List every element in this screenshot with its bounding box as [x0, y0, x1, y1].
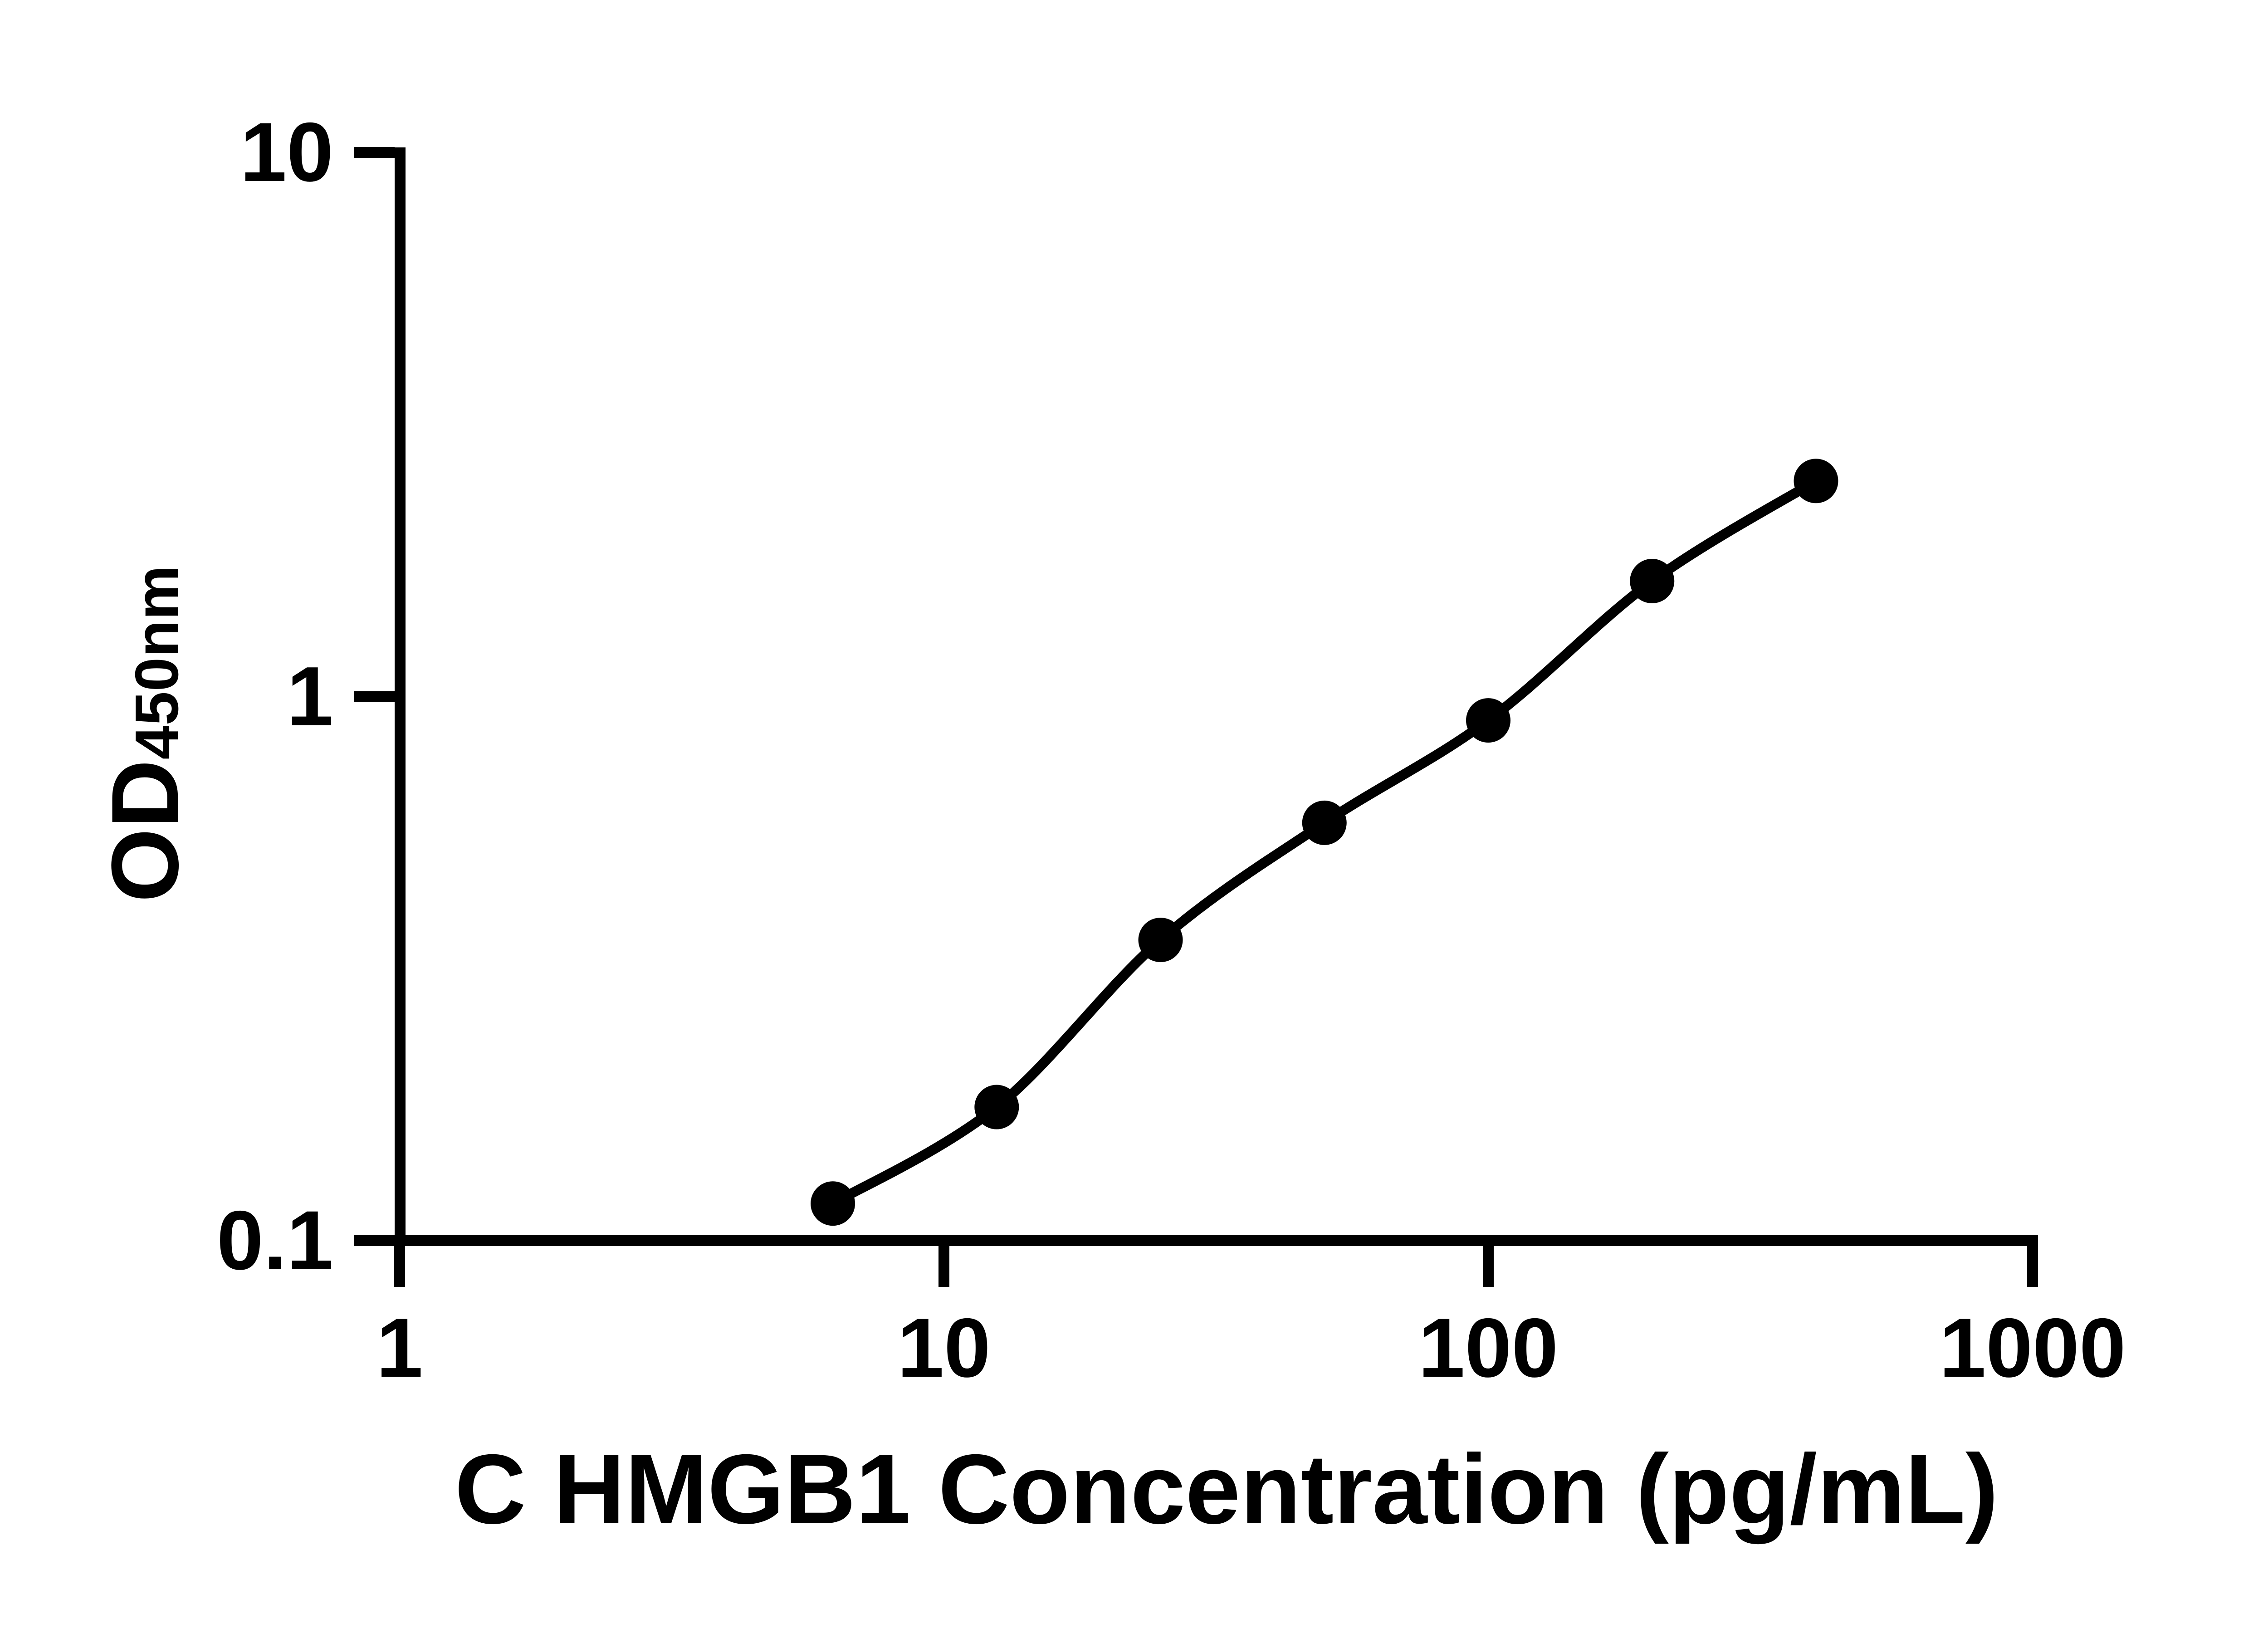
- y-axis-title-sub: 450nm: [122, 565, 191, 760]
- y-axis-title-main: OD: [92, 759, 198, 903]
- y-tick-label: 10: [240, 106, 333, 199]
- ticks: [354, 147, 2038, 1287]
- data-point-marker: [1138, 918, 1183, 963]
- x-tick-label: 100: [1418, 1301, 1559, 1395]
- data-point-marker: [1466, 698, 1510, 743]
- x-tick-label: 10: [897, 1301, 991, 1395]
- data-point-marker: [811, 1181, 855, 1226]
- data-point-marker: [1630, 558, 1675, 603]
- data-point-marker: [974, 1085, 1019, 1129]
- data-point-marker: [1794, 459, 1838, 504]
- axes: [395, 147, 2038, 1246]
- x-tick-label: 1000: [1939, 1301, 2126, 1395]
- tick-labels: 0.1 1 10 1 10 100 1000: [217, 106, 2126, 1395]
- y-tick-label: 0.1: [217, 1194, 333, 1287]
- y-axis-title: OD450nm: [92, 565, 198, 903]
- data-point-marker: [1302, 800, 1347, 845]
- x-tick-label: 1: [376, 1301, 423, 1395]
- y-tick-label: 1: [287, 650, 333, 743]
- data-points: [811, 459, 1838, 1226]
- x-axis-title: C HMGB1 Concentration (pg/mL): [455, 1434, 1999, 1545]
